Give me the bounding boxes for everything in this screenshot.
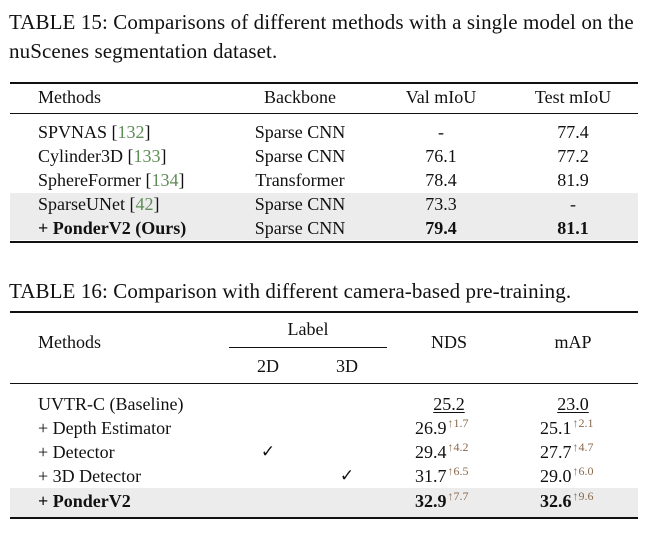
table15-header-test-miou: Test mIoU	[534, 87, 612, 107]
table16-row-map: 29.0↑6.0	[540, 464, 594, 486]
table15-row-val: 78.4	[425, 170, 457, 190]
table16-row-method: + 3D Detector	[38, 466, 142, 486]
table16-row-method: + PonderV2	[38, 491, 131, 511]
table15-row-val: 79.4	[425, 218, 457, 238]
table16-top-rule	[10, 311, 638, 313]
nds-gain: ↑7.7	[447, 489, 469, 503]
table15-row-test: 77.2	[557, 146, 589, 166]
table15-header-backbone: Backbone	[264, 87, 336, 107]
table16-caption: TABLE 16: Comparison with different came…	[9, 279, 572, 303]
table16-row-map: 23.0	[557, 394, 589, 414]
table15-row-test: 77.4	[557, 122, 589, 142]
table15-row-backbone: Sparse CNN	[254, 146, 346, 166]
table16-header-label: Label	[287, 319, 329, 339]
table15-row-method: SphereFormer [134]	[38, 170, 185, 190]
table16-row-method: + Depth Estimator	[38, 418, 172, 438]
map-gain: ↑6.0	[572, 464, 594, 478]
table16-header-rule	[10, 383, 638, 384]
nds-gain: ↑6.5	[447, 464, 469, 478]
map-gain: ↑2.1	[572, 416, 594, 430]
table16-row-map: 25.1↑2.1	[540, 416, 594, 438]
map-gain: ↑4.7	[572, 440, 594, 454]
table15-row-method: SparseUNet [42]	[38, 194, 160, 214]
table16-label-subrule	[229, 347, 387, 348]
table16-header-nds: NDS	[430, 332, 468, 352]
table15-row-test: 81.1	[557, 218, 589, 238]
table16-header-2d: 2D	[257, 356, 279, 376]
map-gain: ↑9.6	[572, 489, 594, 503]
table16-row-nds: 29.4↑4.2	[415, 440, 469, 462]
nds-gain: ↑1.7	[447, 416, 469, 430]
table15-row-method: + PonderV2 (Ours)	[38, 218, 187, 238]
table15-bottom-rule	[10, 241, 638, 243]
table15-row-backbone: Sparse CNN	[254, 218, 346, 238]
table16-row-2d-check-icon: ✓	[260, 442, 276, 462]
table16-header-methods: Methods	[38, 332, 101, 352]
table16-row-map: 27.7↑4.7	[540, 440, 594, 462]
nds-gain: ↑4.2	[447, 440, 469, 454]
table16-row-method: + Detector	[38, 442, 115, 462]
table15-shaded-rows	[10, 193, 638, 240]
table15-header-rule	[10, 113, 638, 114]
table15-row-method: SPVNAS [132]	[38, 122, 151, 142]
table15-row-val: -	[438, 122, 444, 142]
table15-row-val: 76.1	[425, 146, 457, 166]
table15-header-methods: Methods	[38, 87, 101, 107]
table16-row-nds: 31.7↑6.5	[415, 464, 469, 486]
table16-row-method: UVTR-C (Baseline)	[38, 394, 184, 414]
table16-row-nds: 26.9↑1.7	[415, 416, 469, 438]
table15-row-backbone: Sparse CNN	[254, 122, 346, 142]
table16-header-map: mAP	[554, 332, 592, 352]
table15-row-val: 73.3	[425, 194, 457, 214]
table15-top-rule	[10, 82, 638, 84]
table15-row-method: Cylinder3D [133]	[38, 146, 167, 166]
table15-row-backbone: Transformer	[255, 170, 345, 190]
table15-caption: TABLE 15: Comparisons of different metho…	[9, 10, 634, 63]
table16-shaded-row	[10, 488, 638, 517]
table15-row-test: 81.9	[557, 170, 589, 190]
table15-header-val-miou: Val mIoU	[405, 87, 477, 107]
table16-row-map: 32.6↑9.6	[540, 489, 594, 511]
table16-row-3d-check-icon: ✓	[339, 466, 355, 486]
table15-row-test: -	[570, 194, 576, 214]
table15-row-backbone: Sparse CNN	[254, 194, 346, 214]
table16-bottom-rule	[10, 517, 638, 519]
table16-row-nds: 32.9↑7.7	[415, 489, 469, 511]
table16-header-3d: 3D	[336, 356, 358, 376]
table16-row-nds: 25.2	[433, 394, 465, 414]
